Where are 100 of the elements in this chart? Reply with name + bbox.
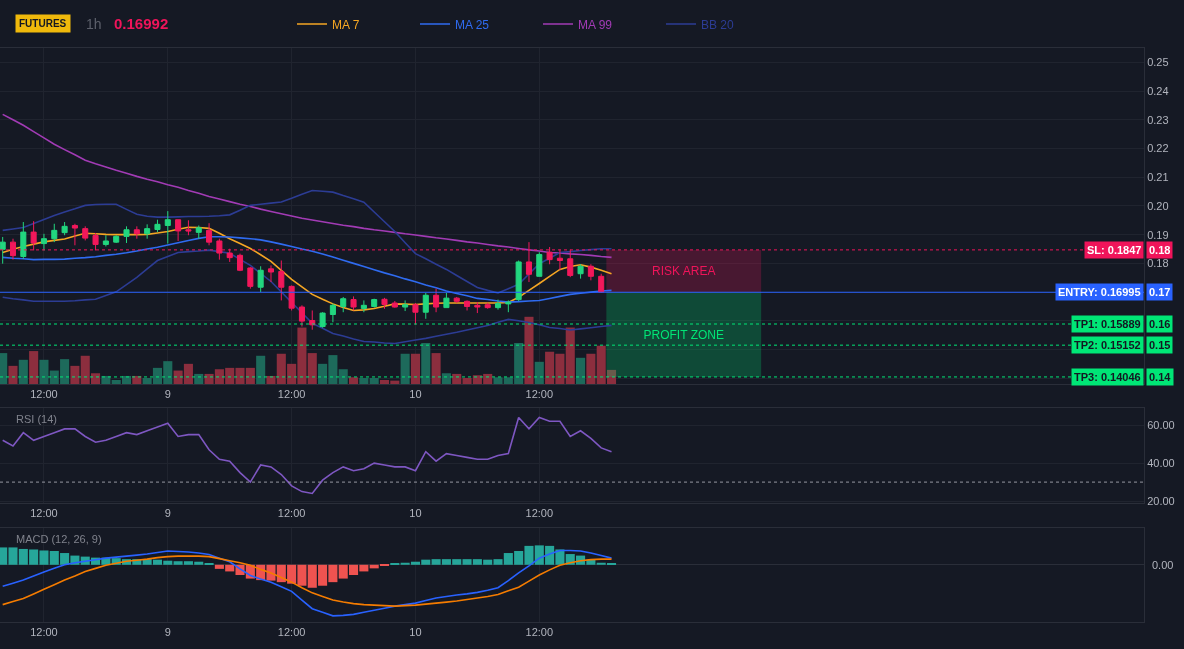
x-tick-label: 10 [409,507,422,520]
candlestick [371,298,378,309]
candlestick [267,264,275,283]
bar [421,343,431,384]
candlestick [237,253,244,272]
candlestick [40,233,47,251]
candlestick [453,296,460,304]
candlestick [474,301,481,314]
candlestick [82,225,89,241]
candlestick [247,266,254,290]
text: MA 25 [455,17,490,32]
candlestick [206,222,213,246]
candlestick [164,210,171,245]
text: 0.17 [1149,286,1171,298]
x-tick-label: 12:00 [277,626,306,639]
candlestick [71,223,78,246]
y-tick-label: 0.18 [1147,257,1169,270]
candlestick [381,297,388,310]
bar [359,377,369,384]
bar [70,365,80,384]
bar [441,373,451,384]
line-series [1,249,613,345]
bar [586,353,596,384]
bar [307,353,317,384]
x-tick-label: 12:00 [30,507,58,520]
bar [338,369,348,384]
bar [29,351,39,384]
bar [369,377,379,384]
candlestick [340,296,347,313]
x-tick-label: 9 [164,507,171,520]
ref-line-label: TP1: 0.15889 [1074,318,1141,330]
candlestick [278,260,285,301]
y-tick-label: 0.22 [1147,142,1169,155]
bar [565,327,575,384]
chart-title: RSI (14) [16,413,57,425]
text: FUTURES [19,18,67,29]
candlestick [402,299,409,312]
candlestick [412,302,419,326]
x-tick-label: 10 [409,626,422,639]
candlestick [154,219,161,233]
candlestick [391,300,398,309]
y-tick-label: 40.00 [1147,456,1175,469]
data-label: RISK AREA [652,264,716,279]
line-series [1,189,613,294]
candlestick [298,304,305,328]
x-tick-label: 12:00 [525,507,554,520]
line-series [1,235,613,303]
bar [524,316,534,384]
candlestick [0,236,6,265]
candlestick [443,292,450,309]
candlestick [175,219,182,242]
text: 0.00 [1152,559,1174,571]
line-series [1,416,613,495]
ref-line-label: SL: 0.1847 [1087,244,1142,256]
bar [0,353,8,384]
candlestick [185,219,192,236]
candlestick [51,223,58,243]
candlestick [20,221,27,260]
bar [18,359,28,384]
text: 0.16 [1149,318,1171,330]
bar [431,353,441,384]
text: 1h [86,16,102,32]
bar [400,353,410,384]
text: BB 20 [701,17,735,32]
candlestick [123,225,130,244]
candlestick [113,234,120,244]
x-tick-label: 12:00 [30,626,58,639]
x-tick-label: 12:00 [525,626,554,639]
candlestick [61,221,68,236]
candlestick [360,299,367,313]
bar [8,365,18,384]
y-tick-label: 0.20 [1147,199,1169,212]
candlestick [494,299,502,311]
candlestick [598,273,605,294]
candlestick [257,265,264,293]
candlestick [102,234,109,247]
text: MA 7 [332,17,360,32]
x-tick-label: 9 [164,626,171,639]
text: 0.14 [1149,371,1172,383]
ref-line-label: ENTRY: 0.16995 [1058,286,1141,298]
y-tick-label: 0.21 [1147,171,1169,184]
x-tick-label: 12:00 [525,388,554,401]
candlestick [484,302,491,310]
y-tick-label: 60.00 [1147,418,1175,431]
bar [256,355,266,384]
y-tick-label: 0.24 [1147,84,1169,97]
candlestick [319,311,326,329]
candlestick [350,295,357,311]
text: 0.15 [1149,339,1171,351]
y-tick-label: 0.19 [1147,228,1169,241]
y-tick-label: 20.00 [1147,494,1175,507]
candlestick [577,263,584,280]
bar [534,361,544,384]
data-label: PROFIT ZONE [643,327,724,342]
line-series [1,226,613,312]
candlestick [329,303,336,323]
candlestick [144,223,151,240]
y-tick-label: 0.23 [1147,113,1169,126]
x-tick-label: 12:00 [277,388,306,401]
y-tick-label: 0.25 [1147,56,1169,69]
